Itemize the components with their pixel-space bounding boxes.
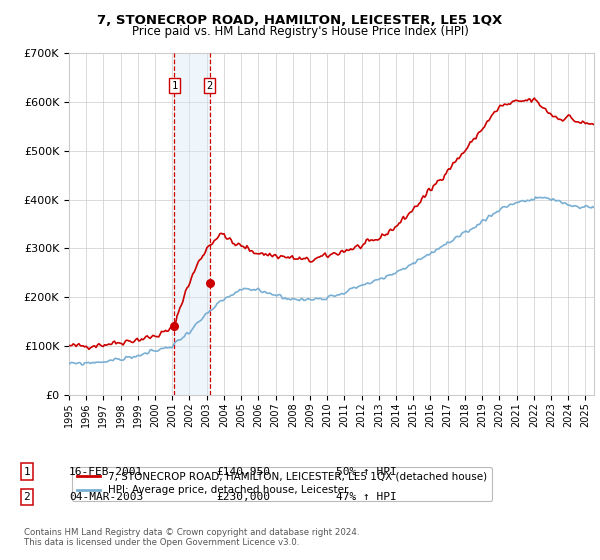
Text: 2: 2	[206, 81, 213, 91]
Text: Contains HM Land Registry data © Crown copyright and database right 2024.
This d: Contains HM Land Registry data © Crown c…	[24, 528, 359, 547]
Text: 47% ↑ HPI: 47% ↑ HPI	[336, 492, 397, 502]
Legend: 7, STONECROP ROAD, HAMILTON, LEICESTER, LE5 1QX (detached house), HPI: Average p: 7, STONECROP ROAD, HAMILTON, LEICESTER, …	[71, 466, 493, 501]
Text: £230,000: £230,000	[216, 492, 270, 502]
Text: 7, STONECROP ROAD, HAMILTON, LEICESTER, LE5 1QX: 7, STONECROP ROAD, HAMILTON, LEICESTER, …	[97, 14, 503, 27]
Text: 04-MAR-2003: 04-MAR-2003	[69, 492, 143, 502]
Text: 2: 2	[23, 492, 31, 502]
Text: Price paid vs. HM Land Registry's House Price Index (HPI): Price paid vs. HM Land Registry's House …	[131, 25, 469, 38]
Text: 1: 1	[171, 81, 178, 91]
Text: £140,950: £140,950	[216, 466, 270, 477]
Text: 16-FEB-2001: 16-FEB-2001	[69, 466, 143, 477]
Text: 50% ↑ HPI: 50% ↑ HPI	[336, 466, 397, 477]
Text: 1: 1	[23, 466, 31, 477]
Bar	[175, 53, 209, 395]
